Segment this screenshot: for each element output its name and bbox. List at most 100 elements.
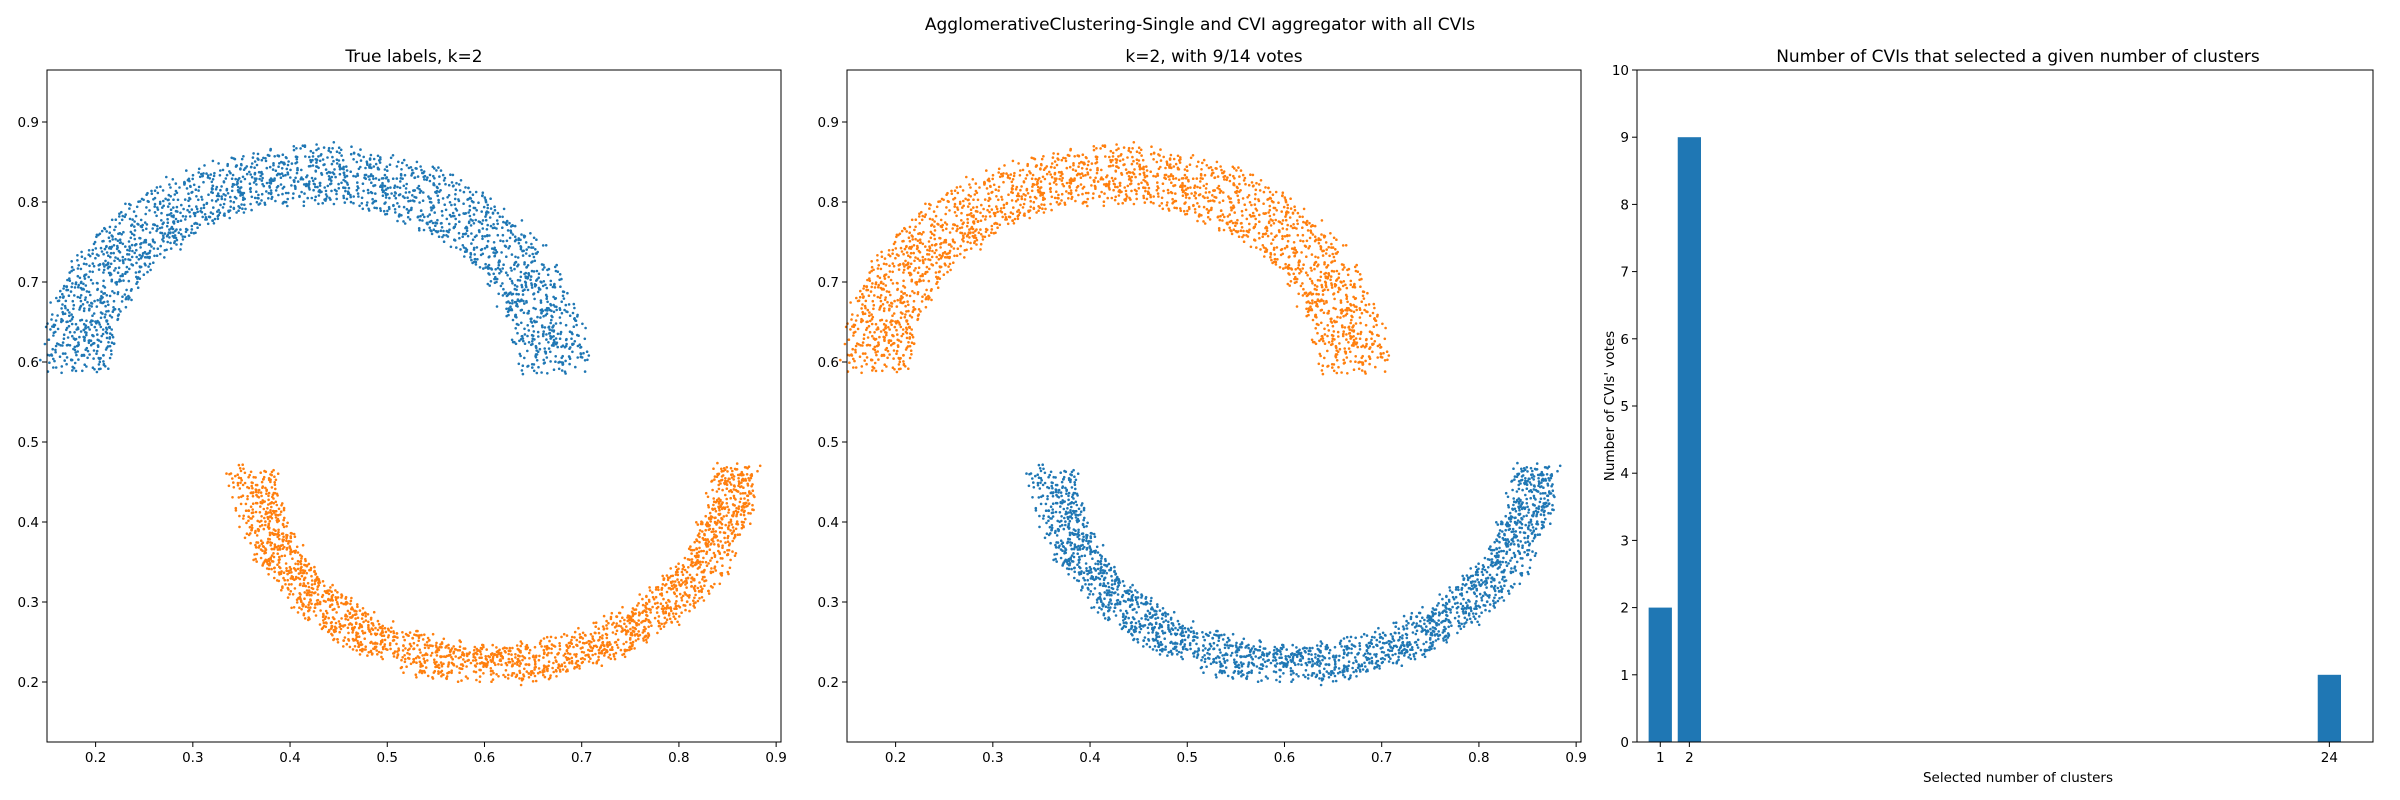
scatter-point <box>591 646 595 650</box>
scatter-point <box>1050 175 1054 179</box>
scatter-point <box>269 147 273 151</box>
scatter-point <box>330 595 334 598</box>
scatter-point <box>349 193 352 197</box>
scatter-point <box>415 629 418 633</box>
scatter-point <box>467 211 470 214</box>
scatter-point <box>289 548 293 551</box>
scatter-point <box>461 235 465 238</box>
scatter-point <box>276 552 280 555</box>
scatter-point <box>395 177 399 180</box>
scatter-point <box>257 193 260 197</box>
scatter-point <box>295 171 299 175</box>
scatter-point <box>430 651 434 655</box>
scatter-point <box>289 568 292 572</box>
scatter-point <box>498 659 502 662</box>
scatter-point <box>231 477 234 480</box>
scatter-point <box>311 158 314 162</box>
scatter-point <box>571 332 574 336</box>
scatter-point <box>174 217 178 221</box>
scatter-point <box>354 621 358 625</box>
scatter-point <box>138 253 141 257</box>
scatter-point <box>1357 367 1361 371</box>
scatter-point <box>734 527 738 531</box>
scatter-point <box>508 245 512 248</box>
scatter-point <box>704 542 707 545</box>
scatter-point <box>113 228 116 232</box>
scatter-point <box>578 667 581 670</box>
scatter-point <box>571 311 575 315</box>
scatter-point <box>665 601 668 605</box>
scatter-point <box>239 469 243 473</box>
scatter-point <box>50 318 53 321</box>
scatter-point <box>248 170 251 174</box>
scatter-point <box>515 285 519 288</box>
scatter-point <box>272 163 275 167</box>
scatter-point <box>253 531 257 535</box>
scatter-point <box>83 277 87 280</box>
scatter-point <box>731 539 734 543</box>
scatter-point <box>570 662 574 665</box>
scatter-point <box>672 615 676 618</box>
scatter-point <box>376 166 380 170</box>
scatter-point <box>739 513 743 516</box>
scatter-point <box>454 193 457 196</box>
scatter-point <box>411 168 414 172</box>
scatter-point <box>324 621 328 624</box>
scatter-point <box>88 264 91 268</box>
scatter-point <box>726 470 729 473</box>
scatter-point <box>259 539 263 542</box>
scatter-point <box>250 175 254 179</box>
scatter-point <box>449 173 452 176</box>
scatter-point <box>738 473 741 477</box>
scatter-point <box>584 326 587 330</box>
scatter-point <box>677 604 680 608</box>
scatter-point <box>335 158 339 161</box>
scatter-point <box>1190 192 1193 195</box>
scatter-point <box>620 630 623 633</box>
scatter-point <box>90 319 93 322</box>
scatter-point <box>622 652 626 656</box>
scatter-point <box>158 200 162 204</box>
scatter-point <box>705 521 709 524</box>
scatter-point <box>181 214 185 218</box>
scatter-point <box>389 156 393 160</box>
scatter-point <box>384 196 388 199</box>
scatter-point <box>267 522 271 526</box>
scatter-point <box>330 179 333 182</box>
scatter-point <box>730 523 734 526</box>
scatter-point <box>197 198 200 202</box>
scatter-point <box>536 315 539 319</box>
scatter-point <box>575 323 578 327</box>
x-tick-label: 0.2 <box>85 750 106 766</box>
scatter-point <box>104 313 107 316</box>
scatter-point <box>306 196 310 200</box>
scatter-point <box>215 194 219 198</box>
scatter-point <box>511 340 515 344</box>
scatter-point <box>418 660 422 664</box>
scatter-point <box>322 621 326 625</box>
scatter-point <box>729 518 733 522</box>
scatter-point <box>1372 325 1376 329</box>
scatter-point <box>554 355 557 358</box>
scatter-point <box>279 510 283 513</box>
scatter-point <box>722 469 725 473</box>
scatter-point <box>663 616 667 620</box>
scatter-point <box>1226 176 1229 179</box>
scatter-point <box>418 656 421 659</box>
scatter-point <box>468 190 472 194</box>
scatter-point <box>260 494 263 498</box>
scatter-point <box>552 310 556 314</box>
scatter-point <box>709 543 712 546</box>
scatter-point <box>106 322 110 326</box>
scatter-point <box>101 328 105 331</box>
scatter-point <box>297 597 301 600</box>
scatter-point <box>630 647 633 651</box>
scatter-point <box>532 330 536 333</box>
scatter-point <box>526 277 529 280</box>
scatter-point <box>253 196 257 200</box>
scatter-point <box>537 658 541 662</box>
scatter-point <box>277 561 281 564</box>
scatter-point <box>742 473 745 477</box>
scatter-point <box>268 562 272 565</box>
scatter-point <box>267 527 271 530</box>
